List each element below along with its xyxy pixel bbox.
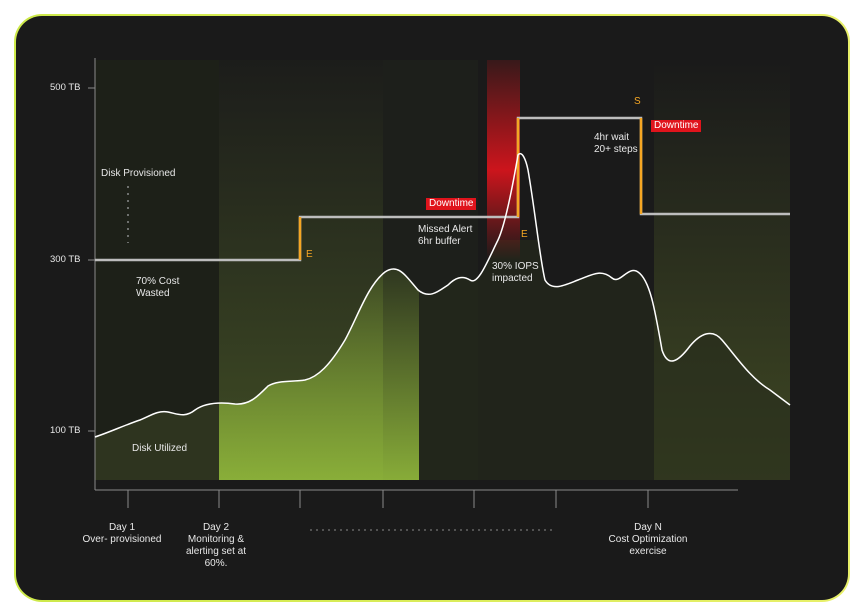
wait-steps-label: 4hr wait 20+ steps — [594, 132, 638, 155]
disk-provisioned-label: Disk Provisioned — [101, 168, 176, 179]
y-label-500: 500 TB — [50, 82, 81, 93]
marker-s-label: S — [634, 96, 641, 107]
missed-alert-label: Missed Alert 6hr buffer — [418, 224, 473, 247]
marker-e-label-2: E — [521, 229, 528, 240]
x-label-day1: Day 1 Over- provisioned — [82, 522, 162, 545]
marker-e-label-1: E — [306, 249, 313, 260]
iops-impact-label: 30% IOPS impacted — [492, 261, 539, 284]
x-label-day2: Day 2 Monitoring & alerting set at 60%. — [185, 522, 247, 569]
downtime-badge-2: Downtime — [651, 120, 702, 132]
cost-wasted-label: 70% Cost Wasted — [136, 276, 180, 299]
disk-utilized-label: Disk Utilized — [132, 443, 188, 454]
y-label-100: 100 TB — [50, 425, 81, 436]
downtime-glow — [487, 60, 520, 260]
x-label-dayn: Day N Cost Optimization exercise — [608, 522, 688, 557]
downtime-badge-1: Downtime — [426, 198, 477, 210]
disk-utilized-curve — [94, 153, 791, 438]
x-ticks — [127, 490, 649, 508]
y-label-300: 300 TB — [50, 254, 81, 265]
storage-timeline-diagram — [88, 58, 791, 531]
diagram-card: 500 TB 300 TB 100 TB Disk Provisioned 70… — [16, 16, 848, 600]
